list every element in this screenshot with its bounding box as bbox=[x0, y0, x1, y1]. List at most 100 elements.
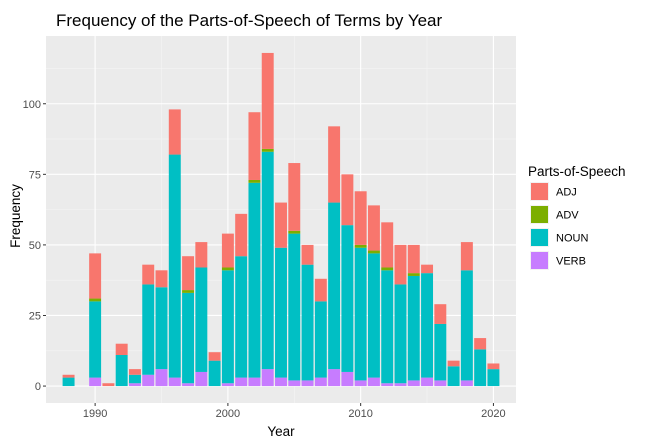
bar-adj-2007 bbox=[314, 278, 327, 302]
bar-adj-2001 bbox=[235, 213, 248, 257]
bar-verb-2004 bbox=[275, 377, 287, 387]
legend-key-verb bbox=[531, 252, 548, 269]
x-tick-label: 2020 bbox=[481, 408, 505, 420]
bar-adv-2002 bbox=[248, 179, 261, 183]
bar-verb-1990 bbox=[89, 377, 102, 387]
bar-adj-2009 bbox=[341, 174, 354, 226]
bar-adv-2003 bbox=[261, 148, 274, 152]
y-tick-label: 0 bbox=[35, 381, 41, 393]
bar-adj-2005 bbox=[288, 163, 301, 231]
bar-adv-1997 bbox=[182, 290, 195, 293]
bar-noun-1997 bbox=[182, 292, 195, 384]
bar-noun-1992 bbox=[115, 355, 128, 387]
bar-adj-1995 bbox=[155, 270, 168, 288]
bar-noun-1995 bbox=[155, 287, 168, 370]
y-axis-title: Frequency bbox=[8, 184, 23, 248]
bar-noun-1999 bbox=[208, 360, 221, 387]
bar-adv-1990 bbox=[89, 298, 102, 302]
bar-adj-1992 bbox=[115, 343, 128, 356]
y-tick-label: 25 bbox=[29, 310, 41, 322]
bar-noun-2009 bbox=[341, 225, 354, 372]
bar-verb-2008 bbox=[328, 369, 341, 387]
bar-noun-1998 bbox=[195, 267, 208, 372]
bar-noun-2003 bbox=[261, 151, 274, 370]
bar-adj-2019 bbox=[474, 338, 487, 350]
x-tick-label: 1990 bbox=[83, 408, 107, 420]
bar-adj-2008 bbox=[328, 126, 341, 203]
bar-verb-2005 bbox=[288, 380, 301, 387]
bar-noun-1993 bbox=[128, 374, 141, 384]
legend-key-adv bbox=[531, 206, 548, 223]
bar-noun-2015 bbox=[421, 273, 434, 378]
bar-adj-2018 bbox=[460, 242, 473, 271]
bar-verb-2010 bbox=[354, 380, 367, 387]
bar-adj-2006 bbox=[301, 244, 314, 265]
bar-adj-1999 bbox=[208, 352, 221, 361]
legend-label-adj: ADJ bbox=[556, 187, 577, 199]
bar-adj-2015 bbox=[421, 264, 434, 274]
bar-noun-2016 bbox=[434, 323, 447, 381]
bar-adv-2011 bbox=[367, 250, 380, 254]
bar-verb-2006 bbox=[301, 380, 314, 387]
bar-verb-2016 bbox=[434, 380, 447, 387]
bar-adv-2005 bbox=[288, 230, 301, 234]
bar-adj-2012 bbox=[381, 222, 394, 268]
bar-adv-2012 bbox=[381, 267, 394, 271]
bar-noun-2008 bbox=[328, 202, 341, 370]
bar-verb-1997 bbox=[182, 383, 195, 387]
bar-noun-2002 bbox=[248, 182, 261, 378]
axes: 1990 2000 2010 2020 0 25 50 75 100 bbox=[23, 99, 506, 420]
bar-adj-1993 bbox=[128, 369, 141, 375]
bar-noun-1994 bbox=[142, 284, 155, 375]
bar-adj-2004 bbox=[275, 202, 287, 248]
bar-verb-2000 bbox=[221, 383, 234, 387]
bar-verb-2012 bbox=[381, 383, 394, 387]
y-tick-label: 50 bbox=[29, 240, 41, 252]
bar-adj-2013 bbox=[394, 244, 407, 285]
bar-adj-1996 bbox=[168, 109, 181, 155]
legend-key-noun bbox=[531, 229, 548, 246]
bar-adj-1991 bbox=[102, 383, 115, 387]
bar-noun-2020 bbox=[487, 369, 500, 387]
legend-label-noun: NOUN bbox=[556, 233, 588, 245]
bar-noun-2012 bbox=[381, 270, 394, 384]
legend-title: Parts-of-Speech bbox=[528, 164, 626, 179]
legend-label-verb: VERB bbox=[556, 256, 586, 268]
bar-noun-2005 bbox=[288, 233, 301, 381]
bar-verb-1998 bbox=[195, 371, 208, 387]
bar-adv-2010 bbox=[354, 244, 367, 248]
bar-noun-2013 bbox=[394, 284, 407, 384]
bar-noun-1988 bbox=[62, 377, 75, 387]
bar-adj-2014 bbox=[407, 244, 420, 274]
bar-noun-2010 bbox=[354, 247, 367, 381]
bar-verb-2007 bbox=[314, 377, 327, 387]
bar-adj-2020 bbox=[487, 363, 500, 370]
bar-adj-2011 bbox=[367, 205, 380, 251]
x-tick-label: 2010 bbox=[348, 408, 372, 420]
x-tick-label: 2000 bbox=[216, 408, 240, 420]
bar-verb-2015 bbox=[421, 377, 434, 387]
bar-verb-2011 bbox=[367, 377, 380, 387]
y-tick-label: 75 bbox=[29, 169, 41, 181]
bar-noun-2017 bbox=[447, 366, 460, 387]
bar-noun-2019 bbox=[474, 349, 487, 387]
bar-noun-2001 bbox=[235, 256, 248, 378]
bar-adj-1994 bbox=[142, 264, 155, 285]
bar-verb-2002 bbox=[248, 377, 261, 387]
bar-verb-2001 bbox=[235, 377, 248, 387]
bars bbox=[62, 52, 500, 387]
bar-adj-2010 bbox=[354, 191, 367, 245]
bar-noun-2006 bbox=[301, 264, 314, 381]
bar-verb-2013 bbox=[394, 383, 407, 387]
bar-adj-1998 bbox=[195, 242, 208, 268]
bar-adj-1997 bbox=[182, 256, 195, 291]
bar-verb-2014 bbox=[407, 380, 420, 387]
bar-verb-2009 bbox=[341, 371, 354, 387]
bar-noun-1996 bbox=[168, 154, 181, 378]
legend: Parts-of-Speech ADJ ADV NOUN VERB bbox=[528, 164, 626, 270]
bar-adv-2000 bbox=[221, 267, 234, 271]
bar-verb-2018 bbox=[460, 380, 473, 387]
bar-adv-2014 bbox=[407, 273, 420, 276]
bar-verb-1993 bbox=[128, 383, 141, 387]
